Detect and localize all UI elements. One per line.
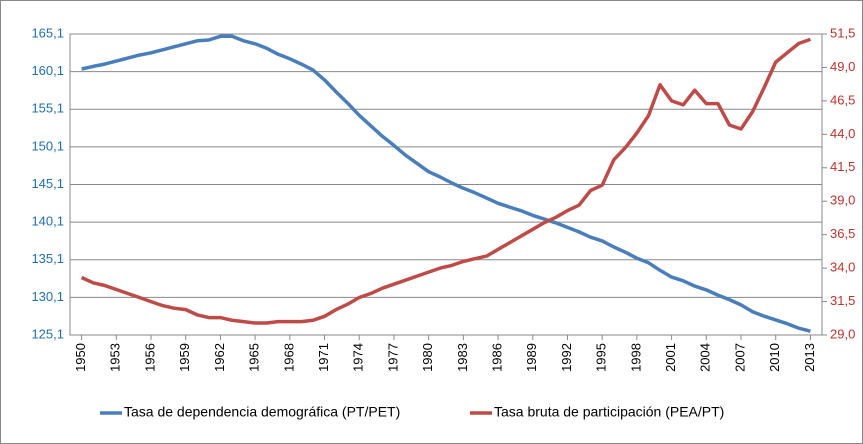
x-tick-label: 1992 (559, 343, 574, 372)
y-tick-label: 125,1 (31, 326, 64, 341)
x-tick-label: 1983 (455, 343, 470, 372)
series-line (81, 34, 811, 333)
y2-tick-label: 31,5 (830, 293, 855, 308)
y2-tick-label: 49,0 (830, 59, 855, 74)
x-tick-label: 1965 (247, 343, 262, 372)
y2-tick-label: 29,0 (830, 326, 855, 341)
y2-tick-label: 34,0 (830, 260, 855, 275)
x-tick-label: 1959 (177, 343, 192, 372)
legend-label: Tasa bruta de participación (PEA/PT) (494, 404, 724, 420)
series-line (80, 37, 811, 325)
x-tick-label: 2013 (802, 343, 817, 372)
x-tick-label: 1989 (524, 343, 539, 372)
y-tick-label: 145,1 (31, 176, 64, 191)
x-tick-label: 2004 (698, 343, 713, 372)
x-tick-label: 1995 (594, 343, 609, 372)
x-tick-label: 1953 (108, 343, 123, 372)
y2-tick-label: 41,5 (830, 159, 855, 174)
x-tick-label: 2007 (732, 343, 747, 372)
y2-tick-label: 51,5 (830, 25, 855, 40)
y-tick-label: 155,1 (31, 101, 64, 116)
x-tick-label: 2001 (663, 343, 678, 372)
x-tick-label: 1980 (420, 343, 435, 372)
x-tick-label: 1971 (316, 343, 331, 372)
legend-label: Tasa de dependencia demográfica (PT/PET) (124, 404, 400, 420)
y-tick-label: 165,1 (31, 25, 64, 40)
y-tick-label: 135,1 (31, 251, 64, 266)
x-tick-label: 1950 (73, 343, 88, 372)
y2-tick-label: 44,0 (830, 126, 855, 141)
y2-tick-label: 46,5 (830, 92, 855, 107)
x-tick-label: 1977 (385, 343, 400, 372)
x-tick-label: 1968 (281, 343, 296, 372)
x-tick-label: 1956 (142, 343, 157, 372)
x-tick-label: 2010 (767, 343, 782, 372)
y-tick-label: 130,1 (31, 289, 64, 304)
x-tick-label: 1998 (628, 343, 643, 372)
y-tick-label: 160,1 (31, 63, 64, 78)
x-tick-label: 1974 (351, 343, 366, 372)
y2-tick-label: 39,0 (830, 193, 855, 208)
y-tick-label: 150,1 (31, 138, 64, 153)
x-tick-label: 1962 (212, 343, 227, 372)
y-tick-label: 140,1 (31, 214, 64, 229)
y2-tick-label: 36,5 (830, 226, 855, 241)
x-tick-label: 1986 (489, 343, 504, 372)
